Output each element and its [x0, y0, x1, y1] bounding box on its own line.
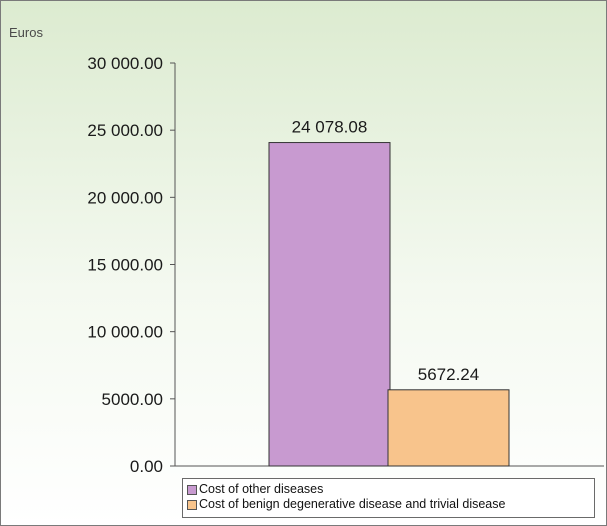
- bars: [268, 142, 510, 467]
- legend-swatch-benign-trivial: [187, 499, 197, 510]
- y-tick-label: 5000.00: [102, 390, 163, 409]
- y-axis: 0.00 5000.00 10 000.00 15 000.00 20 000.00 25…: [87, 54, 604, 476]
- y-tick-label: 25 000.00: [87, 121, 163, 140]
- y-tick-label: 0.00: [130, 457, 163, 476]
- legend-item-other-diseases: Cost of other diseases: [187, 482, 590, 497]
- legend-label-other-diseases: Cost of other diseases: [199, 482, 324, 496]
- legend-item-benign-trivial: Cost of benign degenerative disease and …: [187, 497, 590, 512]
- legend-label-benign-trivial: Cost of benign degenerative disease and …: [199, 497, 506, 511]
- y-tick-label: 20 000.00: [87, 188, 163, 207]
- legend: Cost of other diseases Cost of benign de…: [182, 478, 595, 518]
- y-tick-label: 10 000.00: [87, 323, 163, 342]
- legend-swatch-other-diseases: [187, 484, 197, 495]
- bar-value-label: 5672.24: [418, 365, 479, 384]
- bar: [268, 142, 391, 467]
- bar: [387, 389, 510, 467]
- y-tick-label: 15 000.00: [87, 256, 163, 275]
- bar-value-label: 24 078.08: [292, 118, 368, 137]
- data-labels: 24 078.08 5672.24: [292, 118, 480, 384]
- y-unit-label: Euros: [9, 25, 43, 40]
- y-tick-label: 30 000.00: [87, 54, 163, 73]
